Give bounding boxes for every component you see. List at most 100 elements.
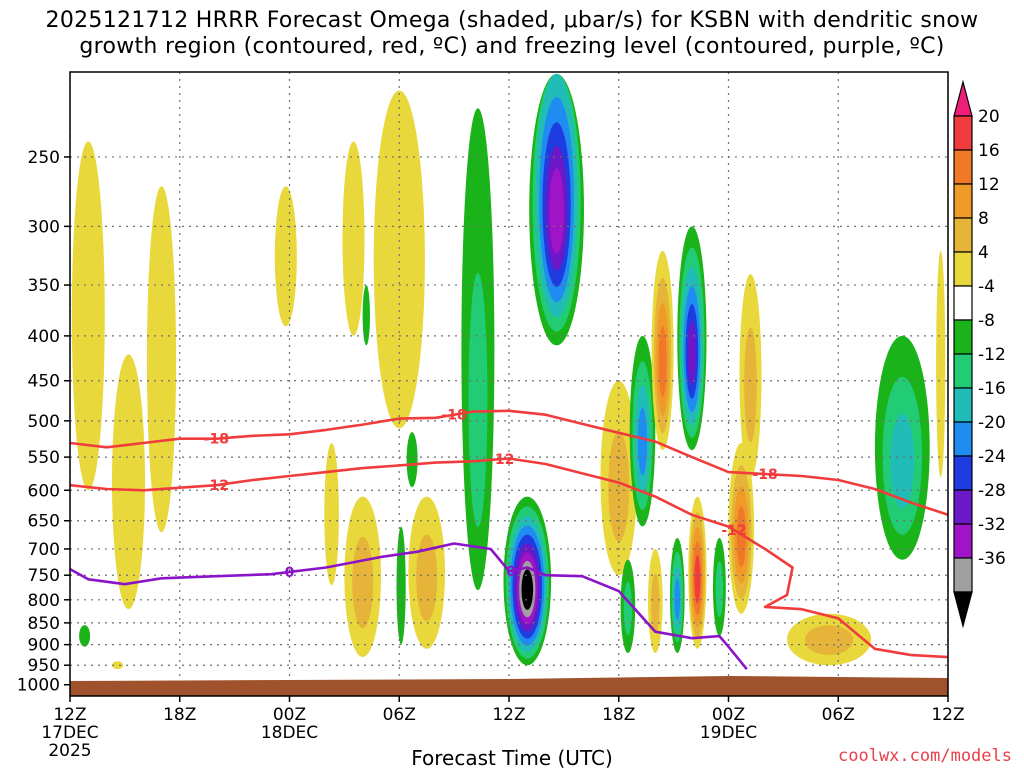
x-tick-label-42: 06Z (822, 705, 855, 725)
omega-blob-8-level-8 (352, 536, 374, 629)
y-tick-label-550: 550 (28, 448, 60, 468)
omega-blob-1-level-4 (112, 354, 145, 610)
colorbar-label-9: -20 (978, 413, 1006, 433)
isotherm-minus12-label-2: -12 (721, 523, 746, 539)
y-tick-label-300: 300 (28, 217, 60, 237)
colorbar-swatch-10 (953, 421, 973, 457)
y-tick-label-850: 850 (28, 614, 60, 634)
x-tick-date-36: 19DEC (700, 723, 757, 743)
y-tick-label-400: 400 (28, 327, 60, 347)
x-tick-label-18: 06Z (383, 705, 416, 725)
colorbar-swatch-9 (953, 387, 973, 423)
omega-blob-4-level-4 (274, 186, 297, 327)
colorbar-swatch-13 (953, 523, 973, 559)
isotherm-minus18-line (70, 409, 948, 517)
x-tick-label-30: 18Z (602, 705, 635, 725)
omega-blob-12-level--8 (468, 272, 488, 528)
colorbar-label-0: 20 (978, 107, 1000, 127)
y-tick-label-700: 700 (28, 540, 60, 560)
colorbar-swatch-5 (953, 251, 973, 287)
ground-fill (70, 675, 948, 696)
colorbar-label-4: 4 (978, 243, 989, 263)
colorbar-label-10: -24 (978, 447, 1006, 467)
y-tick-label-750: 750 (28, 566, 60, 586)
colorbar-label-13: -36 (978, 549, 1006, 569)
omega-blob-29-level--4 (79, 625, 91, 647)
isotherm-minus18-label-1: -18 (441, 408, 466, 424)
x-tick-date-12: 18DEC (261, 723, 318, 743)
chart-title-line-1: 2025121712 HRRR Forecast Omega (shaded, … (45, 8, 979, 33)
colorbar-label-11: -28 (978, 481, 1006, 501)
colorbar-label-7: -12 (978, 345, 1006, 365)
omega-blob-28-level-4 (936, 250, 946, 478)
isotherm-minus12-line (70, 457, 948, 659)
omega-blob-21-level--16 (674, 578, 680, 620)
colorbar-swatch-8 (953, 353, 973, 389)
omega-blob-30-level-4 (112, 661, 124, 670)
colorbar-label-6: -8 (978, 311, 995, 331)
x-tick-label-6: 18Z (163, 705, 196, 725)
colorbar-legend: 20 16 12 8 4 -4 -8 -12 -16 -20 -24 -28 -32 -36 (953, 79, 1006, 629)
colorbar-swatch-11 (953, 455, 973, 491)
colorbar-swatch-12 (953, 489, 973, 525)
x-tick-label-12: 00Z (273, 705, 306, 725)
colorbar-swatch-above-20 (953, 79, 973, 117)
y-tick-label-250: 250 (28, 148, 60, 168)
y-tick-label-950: 950 (28, 656, 60, 676)
omega-blob-6-level-4 (373, 90, 425, 429)
x-tick-label-24: 12Z (492, 705, 525, 725)
ground-layer (70, 675, 948, 696)
y-tick-label-900: 900 (28, 636, 60, 656)
omega-blob-24-level-16 (736, 506, 746, 568)
colorbar-swatch-4 (953, 217, 973, 253)
omega-blob-11-level--4 (406, 432, 418, 488)
omega-blob-16-level--16 (637, 407, 648, 476)
isotherm-minus12-label-0: -12 (204, 478, 229, 494)
omega-blob-18-level--24 (687, 321, 697, 385)
omega-blob-27-level--12 (890, 413, 915, 509)
omega-blob-25-level-8 (744, 327, 757, 443)
colorbar-swatch-6 (953, 285, 973, 321)
isotherm-minus18-label-0: -18 (204, 432, 229, 448)
site-credit: coolwx.com/models (838, 746, 1012, 766)
x-tick-label-0: 12Z (53, 705, 86, 725)
colorbar-label-3: 8 (978, 209, 989, 229)
x-tick-label-36: 00Z (712, 705, 745, 725)
axes: 2503003504004505005506006507007508008509… (17, 71, 965, 761)
omega-blob-22-level-20 (694, 555, 701, 604)
colorbar-swatch-7 (953, 319, 973, 355)
y-tick-label-800: 800 (28, 591, 60, 611)
colorbar-swatch-1 (953, 115, 973, 151)
omega-shaded-field (71, 73, 946, 670)
omega-blob-19-level--8 (623, 581, 633, 635)
colorbar-label-2: 12 (978, 175, 1000, 195)
isotherm-minus12-label-1: -12 (489, 452, 514, 468)
colorbar-swatch-3 (953, 183, 973, 219)
omega-blob-10-level--4 (396, 526, 406, 645)
omega-blob-14-level--28 (549, 168, 564, 254)
isotherm-minus18-label-2: -18 (752, 467, 777, 483)
x-axis-label: Forecast Time (UTC) (411, 746, 613, 770)
colorbar-swatch-below-minus36 (953, 591, 973, 629)
omega-blob-13-level--36 (521, 569, 534, 610)
x-tick-date-0: 17DEC (41, 723, 98, 743)
y-tick-label-500: 500 (28, 412, 60, 432)
omega-blob-23-level--8 (715, 561, 724, 618)
omega-blob-3-level-4 (146, 186, 177, 533)
colorbar-label-12: -32 (978, 515, 1006, 535)
omega-blob-5-level-4 (342, 141, 365, 336)
omega-blob-0-level-4 (324, 442, 339, 586)
x-tick-year-0: 2025 (48, 741, 91, 761)
omega-blob-2-level-4 (71, 141, 105, 491)
colorbar-label-1: 16 (978, 141, 1000, 161)
omega-blob-17-level-16 (658, 326, 667, 398)
omega-blob-20-level-8 (651, 573, 660, 634)
contour-labels: -18 -18 -18 -12 -12 -12 0 0 (204, 408, 778, 581)
freezing-level-line (70, 542, 748, 671)
omega-blob-7-level--4 (362, 285, 370, 346)
y-tick-label-600: 600 (28, 481, 60, 501)
chart-title-line-2: growth region (contoured, red, ºC) and f… (79, 34, 945, 59)
colorbar-label-8: -16 (978, 379, 1006, 399)
colorbar-swatch-14 (953, 557, 973, 593)
